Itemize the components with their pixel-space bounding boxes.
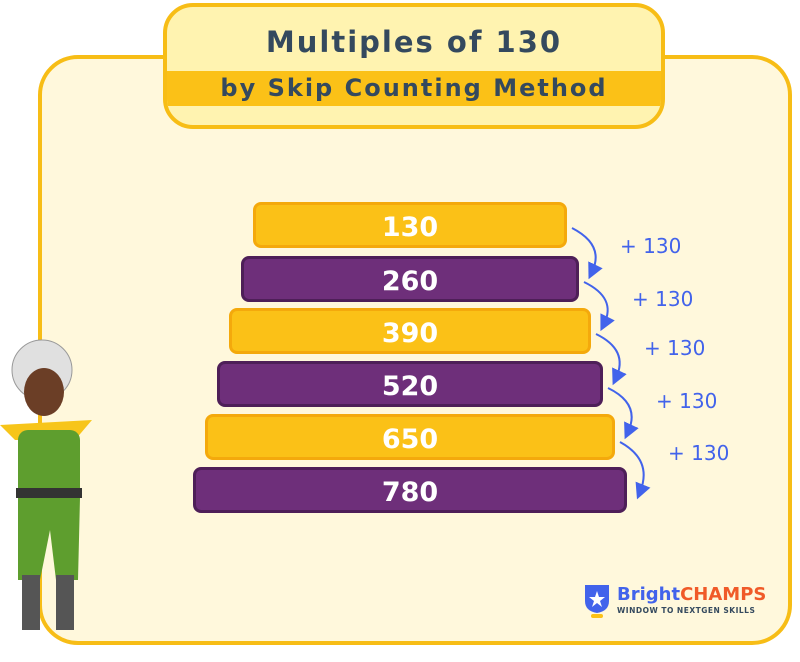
multiple-bar: 130 [253, 202, 567, 248]
subtitle: by Skip Counting Method [220, 74, 608, 102]
subtitle-band: by Skip Counting Method [167, 71, 661, 106]
increment-label: + 130 [620, 234, 682, 258]
brightchamps-shield-icon [585, 585, 609, 618]
arrow-icon [595, 333, 627, 386]
increment-label: + 130 [644, 336, 706, 360]
brand-name: BrightCHAMPS [617, 584, 766, 605]
title: Multiples of 130 [265, 25, 563, 59]
brand-name-part2: CHAMPS [680, 584, 767, 605]
arrow-icon [607, 387, 639, 440]
multiple-bar: 390 [229, 308, 591, 354]
brand-name-part1: Bright [617, 584, 681, 605]
arrow-icon [619, 441, 651, 500]
arrow-icon [571, 227, 603, 280]
title-box: Multiples of 130 by Skip Counting Method [163, 3, 665, 129]
increment-label: + 130 [668, 441, 730, 465]
brand-tagline: WINDOW TO NEXTGEN SKILLS [617, 606, 756, 615]
increment-label: + 130 [656, 389, 718, 413]
arrow-icon [583, 281, 615, 332]
multiple-bar: 260 [241, 256, 579, 302]
multiple-bar: 780 [193, 467, 627, 513]
multiple-bar: 520 [217, 361, 603, 407]
thinking-character-illustration [0, 339, 92, 630]
multiple-bar: 650 [205, 414, 615, 460]
increment-label: + 130 [632, 287, 694, 311]
